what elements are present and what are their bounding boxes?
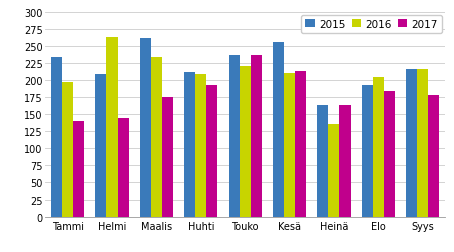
Bar [95,75,106,217]
Bar [195,75,206,217]
Bar [362,85,373,217]
Bar [273,43,284,217]
Bar [151,57,162,217]
Bar [206,86,217,217]
Bar [62,83,73,217]
Bar [295,72,306,217]
Bar [373,77,384,217]
Bar [406,70,417,217]
Bar [251,56,262,217]
Bar [106,38,118,217]
Bar [228,56,240,217]
Bar [340,105,350,217]
Bar [317,105,328,217]
Bar [118,119,128,217]
Bar [384,91,395,217]
Bar [140,39,151,217]
Bar [184,73,195,217]
Bar [417,70,428,217]
Bar [73,121,84,217]
Bar [240,67,251,217]
Legend: 2015, 2016, 2017: 2015, 2016, 2017 [301,16,442,34]
Bar [328,124,340,217]
Bar [51,58,62,217]
Bar [162,98,173,217]
Bar [284,74,295,217]
Bar [428,96,439,217]
